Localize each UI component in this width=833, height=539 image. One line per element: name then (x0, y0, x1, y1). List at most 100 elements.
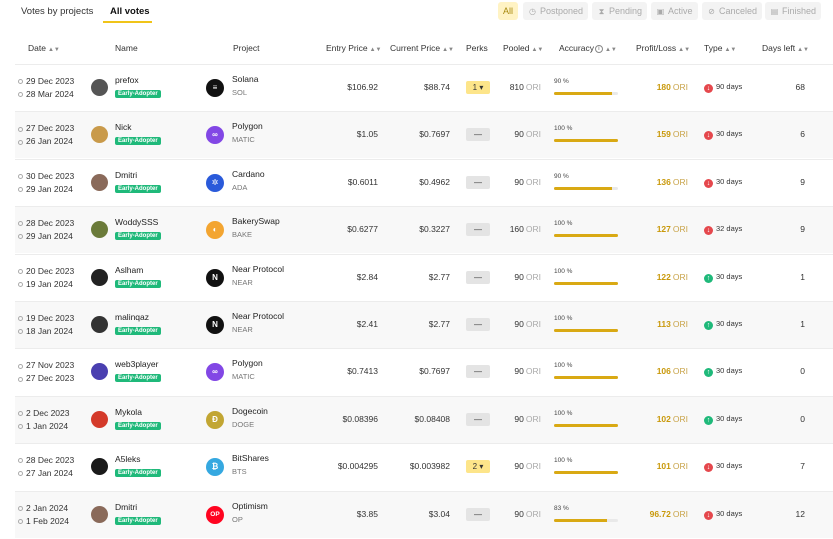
vote-type: ↓ 32 days (704, 224, 742, 236)
start-date: 29 Dec 2023 (18, 75, 74, 88)
profit-loss: 159 ORI (656, 129, 688, 140)
user-name[interactable]: Mykola (115, 406, 142, 417)
end-date: 19 Jan 2024 (18, 278, 74, 291)
currency-label: ORI (525, 224, 541, 235)
filter-canceled[interactable]: ⊘ Canceled (702, 2, 763, 20)
project-logo-icon: ≡ (206, 79, 224, 97)
avatar[interactable] (91, 268, 108, 286)
user-name[interactable]: malinqaz (115, 312, 150, 322)
currency-label: ORI (525, 82, 541, 92)
project-name[interactable]: Polygon (232, 358, 263, 369)
date-range: 27 Dec 2023 26 Jan 2024 (18, 122, 74, 148)
entry-price: $106.92 (347, 82, 378, 92)
table-row[interactable]: 29 Dec 2023 28 Mar 2024 prefox Early-Ado… (15, 64, 833, 111)
perks-dropdown[interactable]: — (466, 175, 490, 189)
currency-label: ORI (672, 176, 688, 187)
perks-dropdown[interactable]: 1 ▾ (466, 81, 490, 94)
project-name[interactable]: BitShares (232, 453, 269, 464)
filter-postponed[interactable]: ◷ Postponed (523, 2, 589, 20)
profit-loss: 102 ORI (656, 413, 688, 424)
perks-dropdown[interactable]: 2 ▾ (466, 460, 490, 474)
col-pooled[interactable]: Pooled ▲▼ (503, 43, 543, 53)
table-row[interactable]: 28 Dec 2023 27 Jan 2024 A5leks Early-Ado… (15, 443, 833, 490)
user-name[interactable]: Aslham (115, 264, 144, 275)
user-name[interactable]: A5leks (115, 454, 141, 465)
table-row[interactable]: 2 Dec 2023 1 Jan 2024 Mykola Early-Adopt… (15, 395, 833, 443)
end-dot-icon (18, 281, 23, 287)
avatar[interactable] (91, 316, 108, 333)
date-range: 2 Dec 2023 1 Jan 2024 (18, 407, 69, 433)
filter-finished[interactable]: ▤ Finished (765, 2, 822, 20)
perks-dropdown[interactable]: — (466, 223, 490, 237)
user-name[interactable]: Dmitri (115, 169, 138, 180)
accuracy-bar-fill (554, 423, 618, 427)
table-row[interactable]: 27 Dec 2023 26 Jan 2024 Nick Early-Adopt… (15, 111, 833, 159)
sort-icon: ▲▼ (442, 47, 454, 53)
perks-dropdown[interactable]: — (466, 318, 490, 331)
end-date: 1 Jan 2024 (18, 420, 69, 433)
project-name[interactable]: Cardano (232, 168, 265, 179)
project-name[interactable]: Optimism (232, 500, 268, 511)
table-row[interactable]: 20 Dec 2023 19 Jan 2024 Aslham Early-Ado… (15, 253, 833, 301)
avatar[interactable] (91, 458, 108, 476)
tab-all-votes[interactable]: All votes (110, 6, 150, 17)
filter-pending[interactable]: ⧗ Pending (592, 2, 648, 20)
col-accuracy[interactable]: Accuracy i ▲▼ (559, 43, 617, 53)
project-name[interactable]: Dogecoin (232, 405, 268, 416)
days-left: 68 (795, 82, 805, 92)
avatar[interactable] (91, 363, 108, 381)
currency-label: ORI (672, 129, 688, 140)
perks-dropdown[interactable]: — (466, 412, 490, 426)
accuracy-bar (554, 518, 618, 522)
table-row[interactable]: 30 Dec 2023 29 Jan 2024 Dmitri Early-Ado… (15, 158, 833, 206)
filter-active[interactable]: ▣ Active (651, 2, 698, 20)
perks-dropdown[interactable]: — (466, 507, 490, 521)
avatar[interactable] (91, 410, 108, 428)
table-row[interactable]: 2 Jan 2024 1 Feb 2024 Dmitri Early-Adopt… (15, 490, 833, 538)
project-name[interactable]: Solana (232, 74, 259, 84)
project-name[interactable]: Near Protocol (232, 311, 284, 321)
early-adopter-badge: Early-Adopter (115, 421, 161, 430)
pooled-amount: 90 ORI (514, 413, 541, 424)
avatar[interactable] (91, 221, 108, 239)
perks-dropdown[interactable]: — (466, 128, 490, 142)
user-name[interactable]: Nick (115, 122, 132, 133)
avatar[interactable] (91, 126, 108, 144)
col-type[interactable]: Type ▲▼ (704, 43, 736, 53)
col-current-price[interactable]: Current Price ▲▼ (390, 43, 454, 53)
project-name[interactable]: Polygon (232, 121, 263, 132)
col-entry-price[interactable]: Entry Price ▲▼ (326, 43, 381, 53)
user-name[interactable]: Dmitri (115, 501, 138, 512)
project-name[interactable]: Near Protocol (232, 263, 284, 274)
table-row[interactable]: 19 Dec 2023 18 Jan 2024 malinqaz Early-A… (15, 301, 833, 348)
project-name[interactable]: BakerySwap (232, 216, 280, 227)
user-name[interactable]: WoddySSS (115, 217, 159, 228)
perks-dropdown[interactable]: — (466, 270, 490, 284)
table-row[interactable]: 28 Dec 2023 29 Jan 2024 WoddySSS Early-A… (15, 206, 833, 254)
avatar[interactable] (91, 505, 108, 523)
filter-all[interactable]: All (498, 2, 519, 20)
project-logo-icon: Ð (206, 410, 224, 429)
project-ticker: NEAR (232, 325, 253, 334)
col-date[interactable]: Date ▲▼ (28, 43, 60, 53)
pooled-amount: 90 ORI (514, 176, 541, 187)
sort-icon: ▲▼ (797, 47, 809, 53)
table-row[interactable]: 27 Nov 2023 27 Dec 2023 web3player Early… (15, 348, 833, 395)
user-name[interactable]: web3player (115, 359, 159, 370)
accuracy: 100 % (554, 362, 620, 380)
table-header: Date ▲▼ Name Project Entry Price ▲▼ Curren… (0, 36, 833, 60)
project-logo-icon: ∞ (206, 126, 224, 145)
clock-icon: ◷ (529, 7, 536, 16)
tab-votes-by-projects[interactable]: Votes by projects (21, 6, 94, 17)
entry-price: $0.08396 (342, 413, 378, 424)
early-adopter-badge: Early-Adopter (115, 137, 161, 146)
avatar[interactable] (91, 79, 108, 96)
col-days-left[interactable]: Days left ▲▼ (762, 43, 809, 53)
perks-dropdown[interactable]: — (466, 365, 490, 379)
col-profit-loss[interactable]: Profit/Loss ▲▼ (636, 43, 690, 53)
current-price: $0.08408 (414, 413, 450, 424)
info-icon[interactable]: i (594, 44, 603, 53)
current-price: $88.74 (424, 82, 450, 92)
user-name[interactable]: prefox (115, 75, 139, 85)
avatar[interactable] (91, 173, 108, 191)
